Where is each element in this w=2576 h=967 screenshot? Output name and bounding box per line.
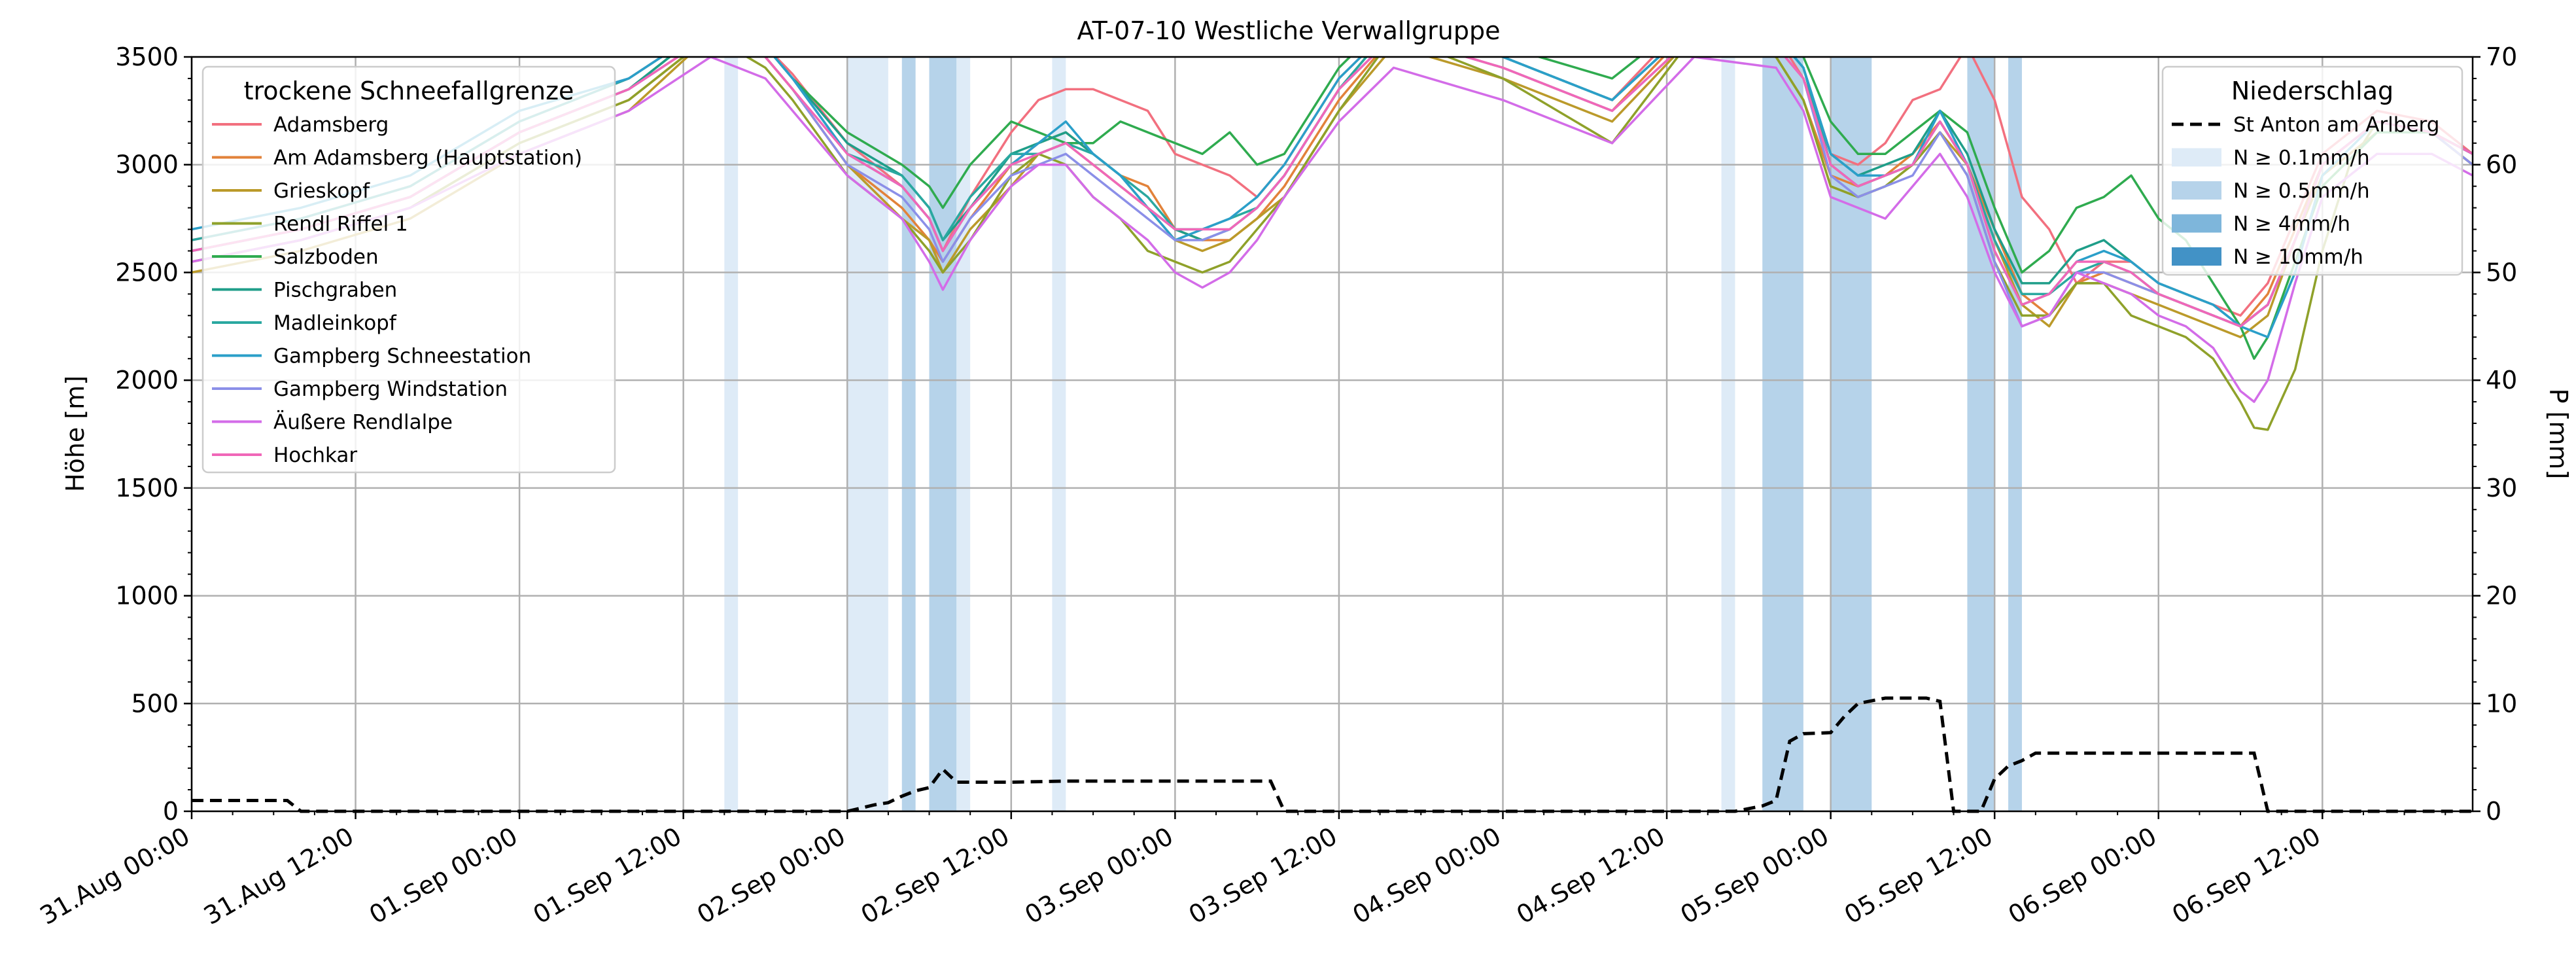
y-axis-label-left: Höhe [m]	[61, 376, 90, 492]
y-tick-label-left: 2500	[115, 258, 179, 287]
y-tick-label-left: 3000	[115, 150, 179, 179]
legend-label: N ≥ 10mm/h	[2233, 245, 2363, 269]
x-tick-label: 31.Aug 00:00	[35, 822, 195, 930]
precip-band	[724, 57, 739, 811]
y-tick-label-right: 10	[2486, 689, 2517, 718]
precip-band	[1721, 57, 1735, 811]
x-tick-label: 03.Sep 12:00	[1184, 822, 1342, 930]
x-tick-label: 04.Sep 12:00	[1512, 822, 1670, 930]
y-tick-label-right: 20	[2486, 582, 2517, 610]
precip-band	[1052, 57, 1066, 811]
x-tick-label: 04.Sep 00:00	[1348, 822, 1506, 930]
x-tick-label: 03.Sep 00:00	[1020, 822, 1178, 930]
y-tick-label-left: 1000	[115, 582, 179, 610]
y-tick-label-left: 3500	[115, 43, 179, 71]
plot-frame	[190, 56, 2474, 813]
precip-band	[956, 57, 971, 811]
legend-swatch	[2172, 214, 2221, 233]
y-tick-label-right: 70	[2486, 43, 2517, 71]
y-tick-label-left: 500	[131, 689, 179, 718]
legend-label: Gampberg Schneestation	[273, 345, 531, 368]
legend-label: Grieskopf	[273, 179, 370, 203]
x-tick-label: 31.Aug 12:00	[199, 822, 358, 930]
y-tick-label-right: 0	[2486, 797, 2501, 826]
series-line	[192, 57, 2473, 403]
legend-precip: Niederschlag St Anton am Arlberg N ≥ 0.1mm…	[2161, 65, 2463, 276]
precip-bands	[724, 57, 2022, 811]
y-tick-label-right: 50	[2486, 258, 2517, 287]
chart-title: AT-07-10 Westliche Verwallgruppe	[1077, 16, 1501, 45]
x-tick-label: 06.Sep 00:00	[2004, 822, 2162, 930]
legend-snowline: trockene Schneefallgrenze Adamsberg Am Ada…	[201, 65, 616, 474]
legend-box	[2161, 65, 2463, 276]
series-line	[192, 57, 2473, 328]
legend-label: N ≥ 0.5mm/h	[2233, 179, 2370, 203]
x-tick-label: 01.Sep 12:00	[529, 822, 687, 930]
y-tick-label-right: 30	[2486, 474, 2517, 502]
legend-label: Pischgraben	[273, 279, 397, 302]
legend-swatch	[2172, 247, 2221, 266]
legend-swatch	[2172, 181, 2221, 200]
precip-line	[192, 696, 2473, 813]
precip-band	[901, 57, 916, 811]
x-tick-label: 06.Sep 12:00	[2167, 822, 2325, 930]
legend-swatch	[2172, 148, 2221, 167]
legend-label: St Anton am Arlberg	[2233, 113, 2439, 137]
precip-band	[929, 57, 957, 811]
y-tick-label-left: 0	[163, 797, 179, 826]
legend-label: Madleinkopf	[273, 311, 397, 335]
legend-box	[201, 65, 616, 474]
x-tick-label: 02.Sep 00:00	[692, 822, 850, 930]
legend-label: N ≥ 4mm/h	[2233, 213, 2350, 236]
legend-title: trockene Schneefallgrenze	[244, 77, 574, 105]
y-tick-label-right: 40	[2486, 366, 2517, 395]
x-tick-label: 02.Sep 12:00	[856, 822, 1015, 930]
x-tick-label: 05.Sep 12:00	[1839, 822, 1998, 930]
legend-title: Niederschlag	[2231, 77, 2393, 105]
legend-label: Salzboden	[273, 245, 379, 269]
y-tick-label-right: 60	[2486, 150, 2517, 179]
precip-band	[847, 57, 888, 811]
y-axis-label-right: P [mm]	[2544, 389, 2573, 480]
legend-label: Hochkar	[273, 444, 357, 467]
legend-label: Rendl Riffel 1	[273, 213, 408, 236]
precip-band	[1762, 57, 1803, 811]
precip-line-layer	[192, 696, 2473, 813]
legend-label: Adamsberg	[273, 113, 389, 137]
y-tick-label-left: 2000	[115, 366, 179, 395]
y-tick-label-left: 1500	[115, 474, 179, 502]
x-tick-label: 01.Sep 00:00	[364, 822, 523, 930]
legend-label: Am Adamsberg (Hauptstation)	[273, 147, 582, 170]
x-tick-label: 05.Sep 00:00	[1675, 822, 1834, 930]
legend-label: N ≥ 0.1mm/h	[2233, 147, 2370, 170]
legend-label: Gampberg Windstation	[273, 378, 508, 401]
legend-label: Äußere Rendlalpe	[273, 411, 453, 434]
